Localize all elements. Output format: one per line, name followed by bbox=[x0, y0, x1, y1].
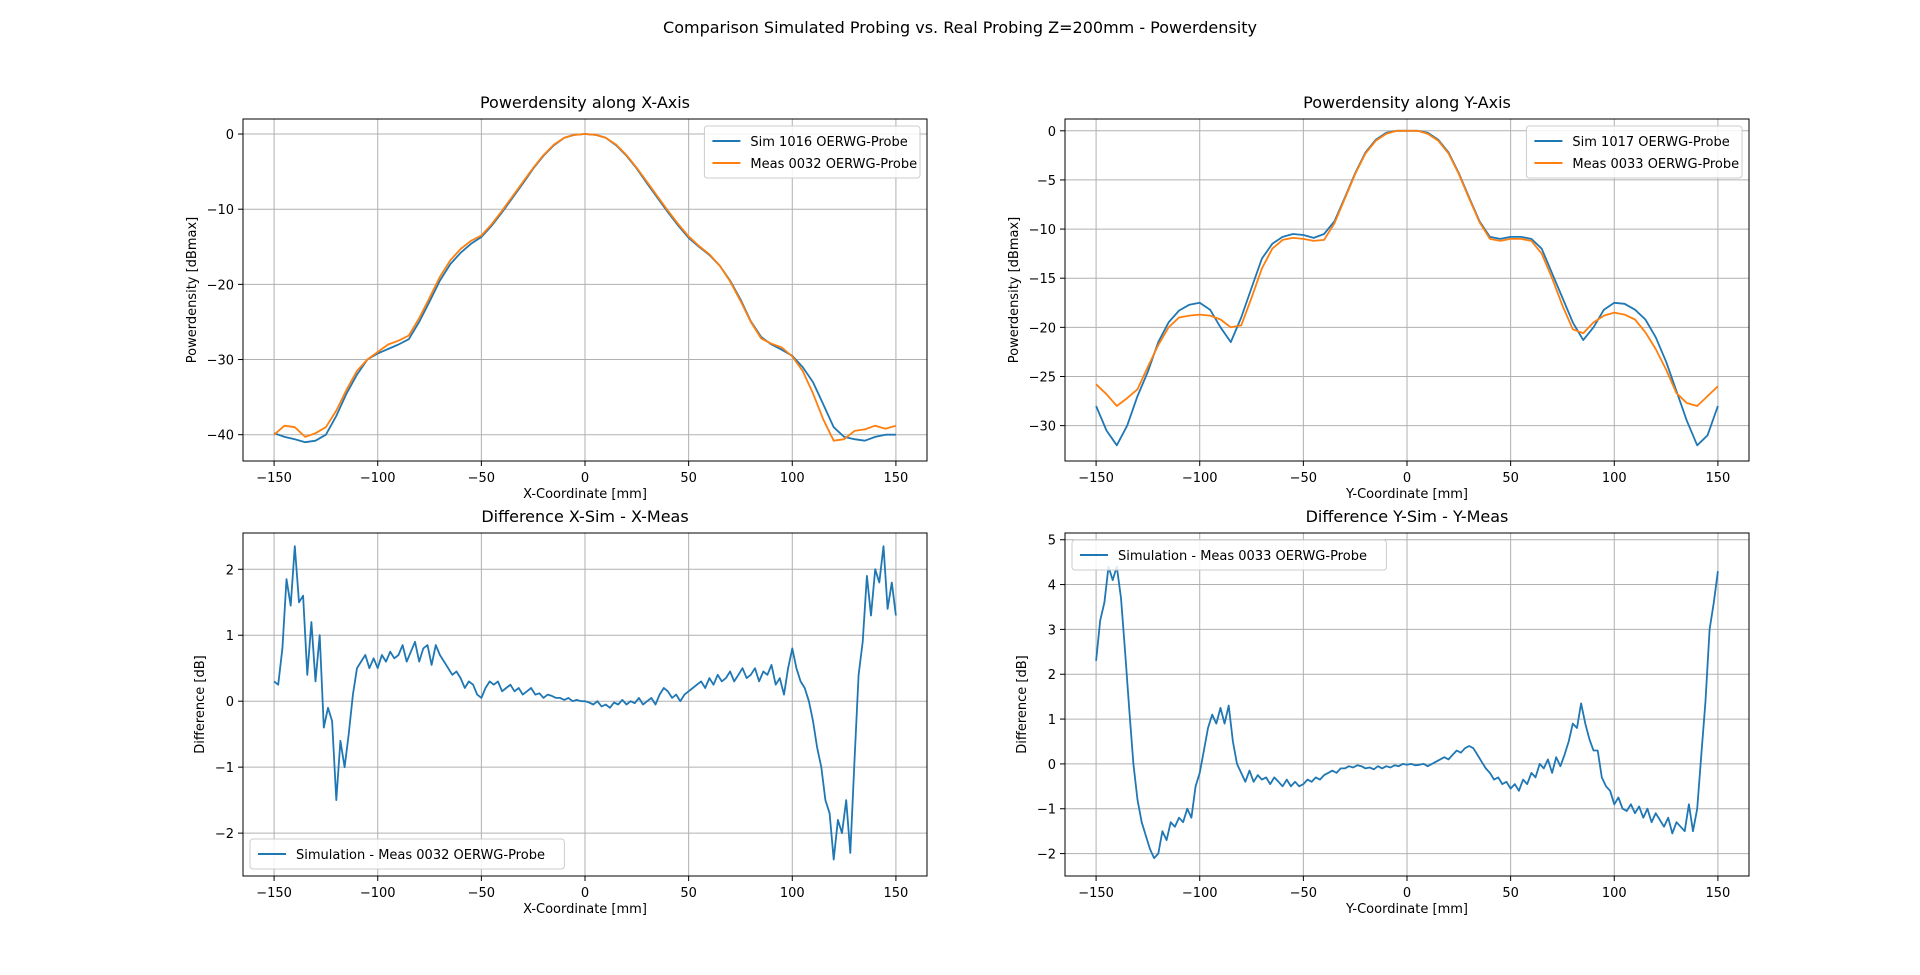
y-axis-label: Powerdensity [dBmax] bbox=[185, 217, 200, 364]
x-tick-label: 50 bbox=[680, 471, 697, 486]
y-axis-label: Difference [dB] bbox=[193, 655, 208, 753]
x-tick-label: 150 bbox=[883, 886, 908, 901]
y-tick-label: 0 bbox=[1048, 125, 1056, 140]
x-tick-label: 150 bbox=[1705, 471, 1730, 486]
legend-entry: Meas 0033 OERWG-Probe bbox=[1572, 157, 1739, 172]
legend-entry: Simulation - Meas 0032 OERWG-Probe bbox=[296, 848, 545, 863]
x-tick-label: 100 bbox=[780, 886, 805, 901]
y-tick-label: 0 bbox=[226, 695, 234, 710]
y-tick-label: 0 bbox=[1048, 758, 1056, 773]
legend-entry: Simulation - Meas 0033 OERWG-Probe bbox=[1118, 549, 1367, 564]
series-line-1 bbox=[1095, 565, 1719, 859]
x-tick-label: −100 bbox=[360, 886, 396, 901]
chart-title: Powerdensity along X-Axis bbox=[480, 93, 690, 112]
x-axis-label: X-Coordinate [mm] bbox=[523, 902, 647, 917]
y-tick-label: −25 bbox=[1029, 370, 1056, 385]
y-tick-label: 1 bbox=[226, 629, 234, 644]
y-tick-label: −1 bbox=[1037, 803, 1056, 818]
x-tick-label: 150 bbox=[883, 471, 908, 486]
x-tick-label: 100 bbox=[1602, 471, 1627, 486]
legend-box bbox=[1525, 125, 1743, 179]
y-tick-label: 1 bbox=[1048, 713, 1056, 728]
y-axis-label: Powerdensity [dBmax] bbox=[1007, 217, 1022, 364]
x-tick-label: −50 bbox=[468, 886, 495, 901]
y-tick-label: −2 bbox=[215, 827, 234, 842]
x-tick-label: 100 bbox=[1602, 886, 1627, 901]
legend: Simulation - Meas 0032 OERWG-Probe bbox=[249, 838, 565, 870]
y-tick-label: −20 bbox=[1029, 321, 1056, 336]
x-tick-label: −50 bbox=[1290, 886, 1317, 901]
y-tick-label: 0 bbox=[226, 128, 234, 143]
x-tick-label: −150 bbox=[1078, 886, 1114, 901]
plot-frame bbox=[1064, 118, 1750, 462]
y-tick-label: −40 bbox=[207, 429, 234, 444]
y-tick-label: −2 bbox=[1037, 848, 1056, 863]
y-tick-label: 2 bbox=[226, 563, 234, 578]
x-tick-label: 100 bbox=[780, 471, 805, 486]
y-tick-label: 3 bbox=[1048, 623, 1056, 638]
y-tick-label: 5 bbox=[1048, 534, 1056, 549]
plot-frame bbox=[242, 118, 928, 462]
y-tick-label: −10 bbox=[207, 203, 234, 218]
x-tick-label: 0 bbox=[1403, 471, 1411, 486]
chart-panel-1: −150 −100 −50 0 50 100 150 0 −10 −20 −30 −40 Powerde… bbox=[185, 93, 928, 502]
x-tick-label: −150 bbox=[1078, 471, 1114, 486]
legend-entry: Meas 0032 OERWG-Probe bbox=[750, 157, 917, 172]
y-tick-label: −5 bbox=[1037, 174, 1056, 189]
x-axis-label: X-Coordinate [mm] bbox=[523, 487, 647, 502]
x-tick-label: 0 bbox=[1403, 886, 1411, 901]
x-tick-label: −150 bbox=[256, 471, 292, 486]
series-line-2 bbox=[273, 133, 897, 442]
y-tick-label: −1 bbox=[215, 761, 234, 776]
legend-entry: Sim 1017 OERWG-Probe bbox=[1572, 135, 1729, 150]
y-tick-label: 4 bbox=[1048, 579, 1056, 594]
y-tick-label: −10 bbox=[1029, 223, 1056, 238]
x-tick-label: −50 bbox=[468, 471, 495, 486]
y-axis-label: Difference [dB] bbox=[1015, 655, 1030, 753]
legend-box bbox=[249, 838, 565, 870]
x-tick-label: 0 bbox=[581, 886, 589, 901]
y-tick-label: −20 bbox=[207, 278, 234, 293]
y-tick-label: −30 bbox=[207, 354, 234, 369]
x-axis-label: Y-Coordinate [mm] bbox=[1345, 487, 1468, 502]
x-tick-label: −100 bbox=[1182, 886, 1218, 901]
x-tick-label: 50 bbox=[1502, 471, 1519, 486]
x-tick-label: 50 bbox=[680, 886, 697, 901]
plot-frame bbox=[1064, 532, 1750, 877]
x-tick-label: 0 bbox=[581, 471, 589, 486]
figure-suptitle: Comparison Simulated Probing vs. Real Pr… bbox=[663, 18, 1257, 37]
legend: Sim 1017 OERWG-Probe Meas 0033 OERWG-Prob… bbox=[1525, 125, 1743, 179]
x-tick-label: −150 bbox=[256, 886, 292, 901]
legend-box bbox=[703, 125, 921, 179]
series-line-1 bbox=[273, 545, 897, 861]
legend-entry: Sim 1016 OERWG-Probe bbox=[750, 135, 907, 150]
y-tick-label: −30 bbox=[1029, 420, 1056, 435]
chart-title: Powerdensity along Y-Axis bbox=[1303, 93, 1511, 112]
x-tick-label: −100 bbox=[360, 471, 396, 486]
chart-panel-2: −150 −100 −50 0 50 100 150 0 −5 −10 −15 −20 −25 −30 Po… bbox=[1007, 93, 1750, 502]
plot-frame bbox=[242, 532, 928, 877]
x-axis-label: Y-Coordinate [mm] bbox=[1345, 902, 1468, 917]
legend: Simulation - Meas 0033 OERWG-Probe bbox=[1071, 539, 1387, 571]
chart-panel-4: −150 −100 −50 0 50 100 150 5 4 3 2 1 0 −1 −2 Difference… bbox=[1015, 507, 1750, 917]
chart-title: Difference X-Sim - X-Meas bbox=[481, 507, 688, 526]
x-tick-label: 150 bbox=[1705, 886, 1730, 901]
x-tick-label: 50 bbox=[1502, 886, 1519, 901]
y-tick-label: −15 bbox=[1029, 272, 1056, 287]
legend-box bbox=[1071, 539, 1387, 571]
chart-title: Difference Y-Sim - Y-Meas bbox=[1306, 507, 1509, 526]
x-tick-label: −100 bbox=[1182, 471, 1218, 486]
chart-panel-3: −150 −100 −50 0 50 100 150 2 1 0 −1 −2 Difference X-… bbox=[193, 507, 928, 917]
y-tick-label: 2 bbox=[1048, 668, 1056, 683]
series-line-2 bbox=[1095, 129, 1719, 407]
legend: Sim 1016 OERWG-Probe Meas 0032 OERWG-Prob… bbox=[703, 125, 921, 179]
x-tick-label: −50 bbox=[1290, 471, 1317, 486]
